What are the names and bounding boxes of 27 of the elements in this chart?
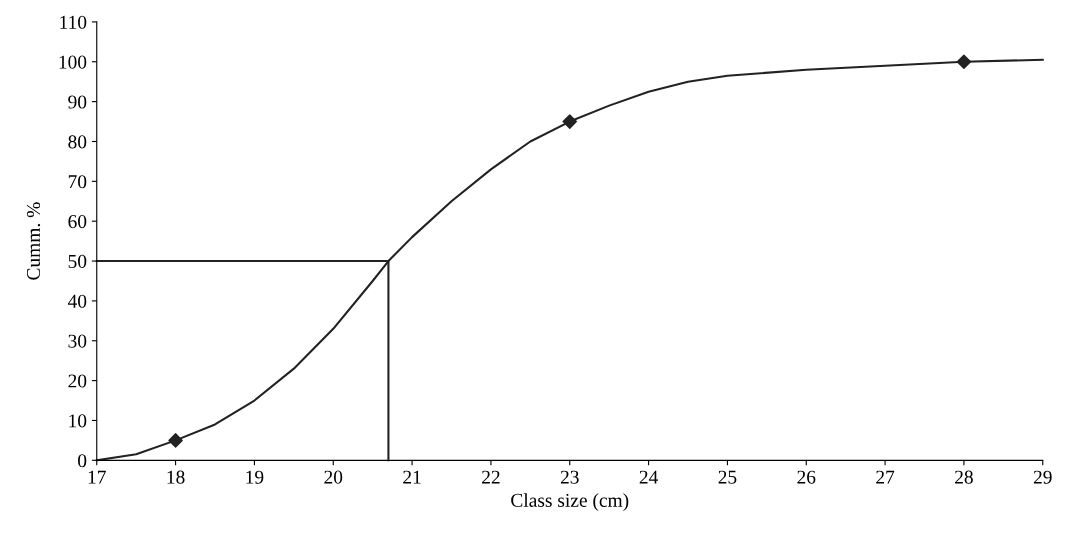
y-tick-label: 80	[68, 135, 87, 149]
x-tick-label: 24	[639, 470, 658, 484]
y-tick-label: 20	[68, 374, 87, 388]
x-tick-label: 21	[403, 470, 421, 484]
y-tick-label: 60	[68, 215, 87, 229]
x-tick-label: 23	[560, 470, 579, 484]
y-tick-label: 50	[68, 254, 87, 268]
y-axis-title: Cumm. %	[26, 202, 41, 280]
x-tick-label: 29	[1033, 470, 1052, 484]
x-tick-label: 22	[482, 470, 500, 484]
x-tick-label: 28	[955, 470, 973, 484]
x-tick-label: 20	[324, 470, 343, 484]
x-tick-label: 19	[246, 470, 264, 484]
y-tick-label: 40	[67, 294, 87, 308]
y-tick-label: 10	[69, 414, 87, 428]
x-tick-label: 26	[797, 470, 816, 484]
x-tick-label: 18	[167, 470, 185, 484]
x-tick-label: 27	[876, 470, 895, 484]
y-tick-label: 100	[59, 55, 87, 69]
x-axis-title: Class size (cm)	[511, 493, 629, 511]
x-tick-label: 17	[88, 470, 106, 484]
x-tick-label: 25	[718, 470, 737, 484]
y-tick-label: 30	[68, 334, 87, 348]
y-tick-label: 90	[68, 95, 87, 109]
y-tick-label: 70	[68, 175, 87, 189]
y-tick-label: 110	[60, 15, 87, 29]
y-tick-label: 0	[78, 454, 87, 468]
